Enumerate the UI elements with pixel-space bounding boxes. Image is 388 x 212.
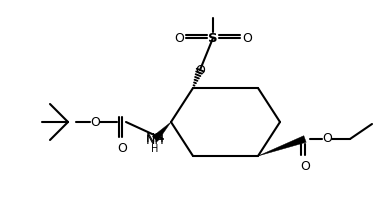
- Text: O: O: [174, 32, 184, 45]
- Text: NH: NH: [146, 132, 165, 145]
- Polygon shape: [258, 136, 306, 156]
- Text: S: S: [208, 32, 218, 45]
- Polygon shape: [152, 122, 171, 141]
- Text: O: O: [242, 32, 252, 45]
- Text: O: O: [322, 132, 332, 145]
- Text: H: H: [151, 144, 159, 154]
- Text: NH: NH: [146, 134, 165, 146]
- Text: O: O: [117, 142, 127, 155]
- Text: O: O: [195, 64, 205, 78]
- Text: O: O: [300, 160, 310, 173]
- Text: O: O: [90, 116, 100, 128]
